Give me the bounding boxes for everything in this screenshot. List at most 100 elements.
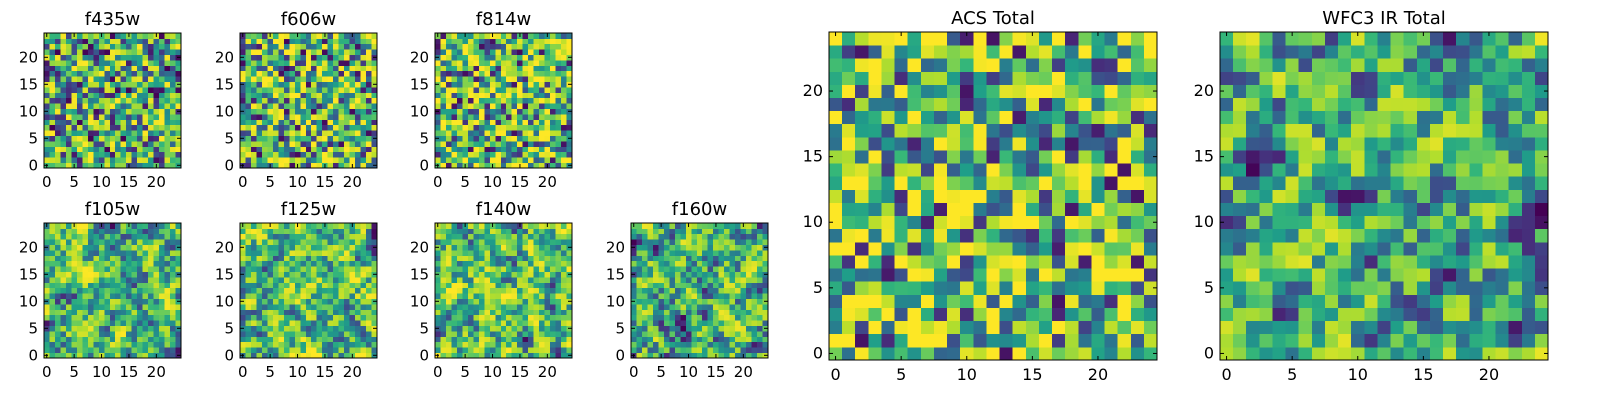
heatmap-cell <box>973 255 987 269</box>
heatmap-cell <box>261 244 268 251</box>
y-tick-label: 15 <box>215 265 234 283</box>
heatmap-cell <box>366 293 372 299</box>
heatmap-cell <box>65 250 72 256</box>
heatmap-cell <box>115 87 122 93</box>
heatmap-cell <box>261 114 268 120</box>
heatmap-cell <box>566 331 573 337</box>
heatmap-cell <box>533 282 540 289</box>
heatmap-cell <box>500 233 507 240</box>
heatmap-cell <box>762 282 769 289</box>
heatmap-cell <box>740 304 747 310</box>
heatmap-cell <box>855 333 869 348</box>
heatmap-cell <box>338 33 345 39</box>
heatmap-cell <box>1065 281 1079 295</box>
heatmap-cell <box>566 97 573 104</box>
heatmap-cell <box>87 325 94 332</box>
heatmap-cell <box>500 103 507 109</box>
heatmap-cell <box>305 250 312 256</box>
heatmap-cell <box>500 244 507 251</box>
heatmap-cell <box>907 281 922 295</box>
heatmap-cell <box>636 309 643 316</box>
heatmap-cell <box>489 54 496 61</box>
heatmap-cell <box>322 97 329 104</box>
heatmap-cell <box>327 151 334 158</box>
heatmap-cell <box>153 287 160 294</box>
heatmap-cell <box>746 277 752 283</box>
heatmap-cell <box>322 70 329 77</box>
heatmap-cell <box>300 92 307 99</box>
heatmap-cell <box>489 320 496 326</box>
heatmap-cell <box>170 151 176 158</box>
heatmap-cell <box>868 307 882 322</box>
heatmap-cell <box>316 282 323 289</box>
heatmap-cell <box>65 255 72 262</box>
heatmap-cell <box>544 250 551 256</box>
heatmap-cell <box>855 307 869 322</box>
heatmap-cell <box>680 320 687 326</box>
heatmap-cell <box>82 233 89 240</box>
heatmap-cell <box>456 65 463 72</box>
heatmap-cell <box>467 141 474 147</box>
heatmap-cell <box>636 298 643 305</box>
heatmap-cell <box>631 228 637 235</box>
heatmap-cell <box>495 250 502 256</box>
heatmap-cell <box>87 331 94 337</box>
heatmap-cell <box>283 124 290 131</box>
heatmap-cell <box>283 325 290 332</box>
heatmap-cell <box>355 260 361 267</box>
heatmap-cell <box>98 331 105 337</box>
heatmap-cell <box>631 304 637 310</box>
heatmap-cell <box>762 260 769 267</box>
heatmap-cell <box>561 114 567 120</box>
heatmap-cell <box>153 141 160 147</box>
heatmap-cell <box>256 352 263 359</box>
heatmap-cell <box>137 38 144 45</box>
heatmap-cell <box>300 103 307 109</box>
heatmap-cell <box>256 146 263 153</box>
heatmap-cell <box>669 271 676 278</box>
heatmap-cell <box>175 293 182 299</box>
heatmap-cell <box>137 76 144 82</box>
heatmap-cell <box>115 65 122 72</box>
heatmap-cell <box>435 103 441 109</box>
heatmap-cell <box>555 282 562 289</box>
heatmap-cell <box>762 228 769 235</box>
heatmap-cell <box>82 314 89 321</box>
heatmap-cell <box>164 293 171 299</box>
heatmap-cell <box>740 228 747 235</box>
heatmap-cell <box>1104 176 1119 190</box>
heatmap-cell <box>445 103 452 109</box>
heatmap-cell <box>360 293 367 299</box>
heatmap-cell <box>680 223 687 229</box>
heatmap-cell <box>920 307 935 322</box>
heatmap-cell <box>355 108 361 115</box>
heatmap-cell <box>735 293 741 299</box>
heatmap-cell <box>511 266 518 272</box>
heatmap-cell <box>115 81 122 88</box>
heatmap-cell <box>440 314 447 321</box>
heatmap-cell <box>148 70 154 77</box>
heatmap-cell <box>680 347 687 353</box>
heatmap-cell <box>451 157 458 163</box>
heatmap-cell <box>250 49 257 55</box>
heatmap-cell <box>473 298 480 305</box>
heatmap-cell <box>360 108 367 115</box>
heatmap-cell <box>261 228 268 235</box>
heatmap-cell <box>550 309 556 316</box>
heatmap-cell <box>109 108 116 115</box>
heatmap-cell <box>120 141 127 147</box>
heatmap-cell <box>960 215 974 230</box>
heatmap-cell <box>478 298 485 305</box>
heatmap-cell <box>355 43 361 50</box>
heatmap-cell <box>511 119 518 126</box>
heatmap-cell <box>256 314 263 321</box>
heatmap-cell <box>311 352 318 359</box>
heatmap-cell <box>294 54 301 61</box>
heatmap-cell <box>49 298 56 305</box>
heatmap-cell <box>528 314 535 321</box>
heatmap-cell <box>65 298 72 305</box>
heatmap-cell <box>104 43 111 50</box>
heatmap-cell <box>517 92 524 99</box>
heatmap-cell <box>240 282 246 289</box>
heatmap-cell <box>120 233 127 240</box>
